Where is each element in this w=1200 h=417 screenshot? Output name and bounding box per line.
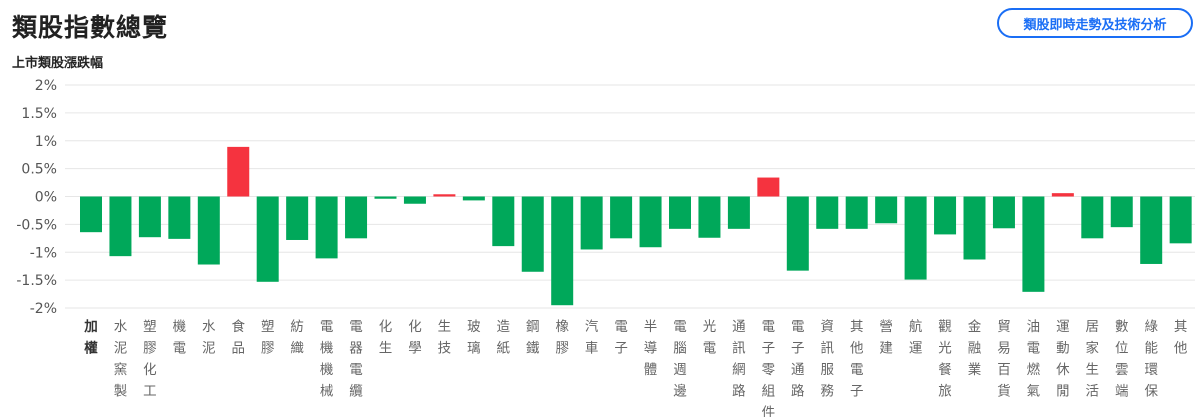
bar-橡膠 [551, 196, 574, 306]
bar-玻璃 [462, 196, 485, 201]
bar-電機機械 [315, 196, 338, 259]
chart-title: 上市類股漲跌幅 [12, 56, 104, 71]
x-tick-label: 紡織 [290, 319, 304, 357]
x-tick-label: 橡膠 [555, 319, 569, 357]
bar-其他電子 [845, 196, 868, 229]
x-tick-label: 運動休閒 [1056, 319, 1070, 400]
bar-電子零組件 [757, 177, 780, 197]
y-tick-label: 2% [35, 78, 57, 94]
x-tick-label: 貿易百貨 [997, 319, 1011, 400]
x-tick-label: 觀光餐旅 [938, 319, 952, 400]
bar-營建 [875, 196, 898, 224]
x-tick-label: 水泥 [202, 319, 216, 357]
x-tick-label: 加權 [83, 319, 98, 357]
x-tick-label: 資訊服務 [821, 319, 835, 400]
bar-化生 [374, 196, 397, 199]
x-tick-label: 造紙 [497, 319, 511, 357]
page-title: 類股指數總覽 [12, 13, 169, 42]
x-tick-label: 電子通路 [791, 319, 805, 400]
x-tick-label: 數位雲端 [1115, 319, 1129, 400]
x-tick-label: 營建 [879, 319, 893, 357]
bar-生技 [433, 194, 456, 197]
bar-電子 [610, 196, 633, 239]
x-tick-label: 金融業 [968, 319, 982, 378]
bar-加權 [80, 196, 102, 233]
x-tick-label: 化學 [408, 319, 422, 357]
y-tick-label: 1% [35, 134, 57, 150]
bar-其他 [1169, 196, 1192, 244]
bar-電腦週邊 [669, 196, 691, 229]
bar-水泥 [197, 196, 220, 265]
bar-半導體 [639, 196, 662, 248]
bar-綠能環保 [1140, 196, 1163, 264]
x-tick-label: 綠能環保 [1144, 319, 1158, 400]
x-tick-label: 通訊網路 [732, 319, 746, 400]
y-tick-label: -0.5% [16, 217, 57, 233]
bar-居家生活 [1081, 196, 1104, 239]
bar-塑膠化工 [138, 196, 161, 238]
bar-食品 [227, 146, 250, 197]
x-tick-label: 半導體 [644, 319, 658, 378]
bar-化學 [403, 196, 426, 204]
y-tick-label: 1.5% [21, 106, 57, 122]
x-tick-label: 電器電纜 [349, 319, 363, 400]
x-tick-label: 塑膠 [261, 319, 275, 357]
bar-貿易百貨 [992, 196, 1015, 229]
x-tick-label: 其他 [1174, 319, 1188, 357]
x-tick-label: 油電燃氣 [1027, 319, 1041, 400]
bar-電器電纜 [345, 196, 368, 239]
x-tick-label: 塑膠化工 [143, 319, 157, 400]
x-tick-label: 鋼鐵 [526, 319, 540, 357]
bar-電子通路 [786, 196, 809, 271]
x-tick-label: 生技 [438, 319, 452, 357]
x-tick-label: 居家生活 [1086, 319, 1100, 400]
x-tick-label: 電子 [614, 319, 628, 357]
bar-通訊網路 [727, 196, 750, 229]
bar-水泥窯製 [109, 196, 132, 257]
x-tick-label: 電子零組件 [762, 319, 776, 417]
x-tick-label: 玻璃 [467, 319, 481, 357]
x-tick-label: 航運 [909, 319, 923, 357]
bar-航運 [904, 196, 927, 280]
y-tick-label: -2% [30, 301, 57, 317]
bar-汽車 [580, 196, 603, 250]
bar-紡織 [286, 196, 309, 240]
x-tick-label: 其他電子 [850, 319, 864, 400]
bar-運動休閒 [1051, 193, 1074, 197]
y-tick-label: 0.5% [21, 162, 57, 178]
x-tick-label: 水泥窯製 [114, 319, 128, 400]
bar-造紙 [492, 196, 515, 247]
x-tick-label: 汽車 [585, 319, 599, 357]
y-tick-label: 0% [35, 190, 57, 206]
bar-資訊服務 [816, 196, 839, 229]
x-tick-label: 食品 [232, 318, 246, 357]
x-tick-label: 電機機械 [320, 319, 334, 400]
bar-機電 [168, 196, 191, 239]
x-tick-label: 化生 [379, 319, 393, 357]
bar-鋼鐵 [521, 196, 544, 272]
bar-塑膠 [256, 196, 279, 282]
x-tick-label: 機電 [173, 319, 187, 357]
bar-光電 [698, 196, 721, 238]
y-tick-label: -1.5% [16, 273, 57, 289]
y-tick-label: -1% [30, 245, 57, 261]
bar-金融業 [963, 196, 986, 260]
bar-油電燃氣 [1022, 196, 1045, 292]
sector-realtime-analysis-button[interactable]: 類股即時走勢及技術分析 [997, 8, 1193, 38]
bar-觀光餐旅 [934, 196, 957, 235]
x-tick-label: 光電 [703, 319, 717, 357]
x-tick-label: 電腦週邊 [673, 319, 687, 400]
bar-數位雲端 [1110, 196, 1133, 228]
